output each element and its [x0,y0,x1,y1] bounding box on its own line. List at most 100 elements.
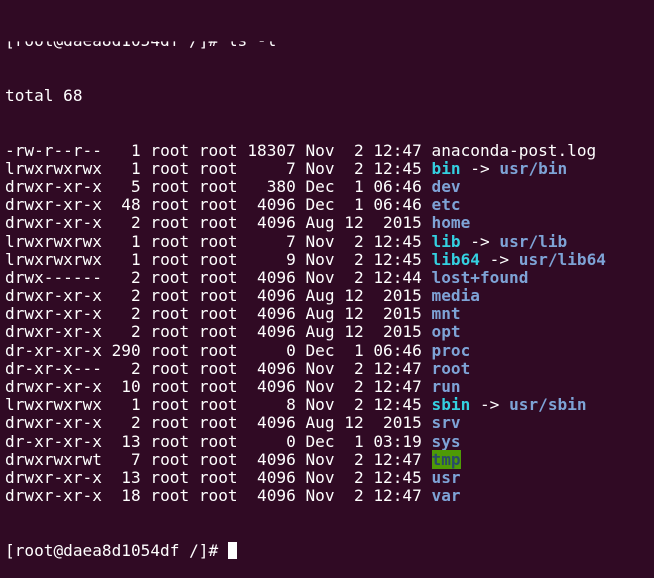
permissions: drwxr-xr-x [5,322,102,342]
terminal-output[interactable]: [root@daea8d1054df /]# ls -l total 68 -r… [5,0,606,578]
symlink-target: usr/lib64 [518,249,606,269]
file-name: lost+found [431,267,529,287]
group: root [198,413,238,433]
link-count: 18 [121,486,141,506]
file-size: 4096 [257,358,296,378]
day: 2 [353,140,364,160]
month: Nov [305,449,335,469]
month: Nov [305,249,335,269]
symlink-target: usr/bin [499,158,568,178]
owner: root [150,286,190,306]
day: 12 [344,413,364,433]
permissions: dr-xr-x--- [5,358,102,378]
day: 1 [353,176,364,196]
permissions: drwxr-xr-x [5,286,102,306]
file-name: srv [431,413,461,433]
owner: root [150,395,190,415]
owner: root [150,486,190,506]
link-count: 1 [130,249,141,269]
link-count: 2 [130,413,141,433]
day: 2 [353,377,364,397]
file-size: 380 [266,176,296,196]
ls-entry-row: dr-xr-xr-x 13 root root 0 Dec 1 03:19 sy… [5,431,606,451]
permissions: drwxr-xr-x [5,195,102,215]
day: 2 [353,358,364,378]
day: 2 [353,486,364,506]
month: Nov [305,140,335,160]
group: root [198,249,238,269]
file-size: 4096 [257,467,296,487]
month: Aug [305,413,335,433]
link-count: 13 [121,467,141,487]
file-size: 4096 [257,449,296,469]
day: 2 [353,467,364,487]
group: root [198,158,238,178]
link-count: 2 [130,322,141,342]
time-or-year: 06:46 [373,176,422,196]
owner: root [150,158,190,178]
month: Nov [305,395,335,415]
month: Dec [305,176,335,196]
file-size: 18307 [247,140,296,160]
day: 12 [344,213,364,233]
prompt-line[interactable]: [root@daea8d1054df /]# [5,541,606,560]
month: Nov [305,158,335,178]
owner: root [150,340,190,360]
group: root [198,449,238,469]
link-count: 2 [130,213,141,233]
cursor [227,541,237,559]
file-size: 4096 [257,267,296,287]
time-or-year: 12:44 [373,267,422,287]
month: Nov [305,377,335,397]
group: root [198,195,238,215]
file-name: lib [431,231,461,251]
group: root [198,322,238,342]
ls-entry-row: lrwxrwxrwx 1 root root 7 Nov 2 12:45 bin… [5,158,606,178]
ls-entry-row: dr-xr-x--- 2 root root 4096 Nov 2 12:47 … [5,358,606,378]
day: 12 [344,322,364,342]
ls-entry-row: drwx------ 2 root root 4096 Nov 2 12:44 … [5,267,606,287]
link-count: 2 [130,358,141,378]
month: Nov [305,358,335,378]
owner: root [150,431,190,451]
file-name: media [431,286,480,306]
month: Aug [305,286,335,306]
month: Nov [305,267,335,287]
day: 2 [353,395,364,415]
group: root [198,176,238,196]
group: root [198,395,238,415]
time-or-year: 12:47 [373,358,422,378]
permissions: lrwxrwxrwx [5,249,102,269]
ls-entry-row: drwxr-xr-x 2 root root 4096 Aug 12 2015 … [5,414,606,432]
file-name: usr [431,467,461,487]
permissions: lrwxrwxrwx [5,158,102,178]
file-size: 7 [286,231,296,251]
file-name: dev [431,176,461,196]
owner: root [150,176,190,196]
file-size: 8 [286,395,296,415]
file-size: 4096 [257,286,296,306]
file-size: 9 [286,249,296,269]
file-size: 4096 [257,322,296,342]
owner: root [150,304,190,324]
symlink-arrow: -> [489,249,510,269]
ls-entry-row: drwxr-xr-x 48 root root 4096 Dec 1 06:46… [5,196,606,214]
file-name: lib64 [431,249,480,269]
owner: root [150,249,190,269]
group: root [198,358,238,378]
group: root [198,231,238,251]
permissions: lrwxrwxrwx [5,395,102,415]
ls-entry-row: dr-xr-xr-x 290 root root 0 Dec 1 06:46 p… [5,340,606,360]
file-size: 0 [286,431,296,451]
time-or-year: 12:45 [373,158,422,178]
day: 2 [353,449,364,469]
time-or-year: 2015 [383,286,422,306]
permissions: drwxrwxrwt [5,449,102,469]
day: 2 [353,249,364,269]
ls-entry-row: lrwxrwxrwx 1 root root 9 Nov 2 12:45 lib… [5,249,606,269]
month: Aug [305,322,335,342]
owner: root [150,213,190,233]
ls-entry-row: drwxr-xr-x 10 root root 4096 Nov 2 12:47… [5,377,606,397]
file-size: 4096 [257,304,296,324]
owner: root [150,377,190,397]
